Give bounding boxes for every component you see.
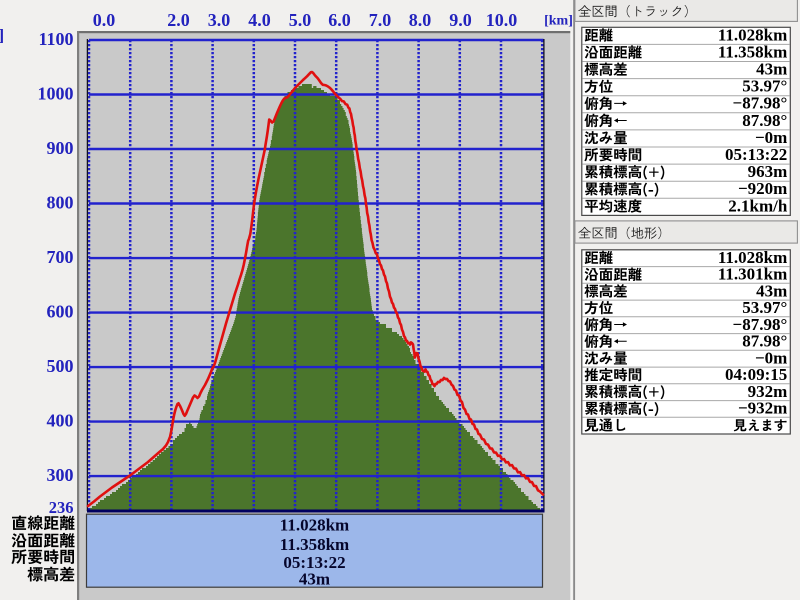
svg-text:1100: 1100 <box>38 29 73 49</box>
svg-text:−0m: −0m <box>755 348 787 367</box>
svg-text:500: 500 <box>47 356 74 376</box>
svg-text:53.97°: 53.97° <box>742 298 787 317</box>
svg-text:7.0: 7.0 <box>369 10 392 30</box>
svg-text:]: ] <box>0 26 4 45</box>
svg-text:−0m: −0m <box>755 128 787 147</box>
svg-text:[km]: [km] <box>544 14 573 29</box>
svg-text:05:13:22: 05:13:22 <box>725 145 787 164</box>
svg-text:53.97°: 53.97° <box>742 77 787 96</box>
svg-text:43m: 43m <box>756 281 787 300</box>
svg-text:04:09:15: 04:09:15 <box>725 365 787 384</box>
svg-text:−920m: −920m <box>738 179 787 198</box>
svg-text:0.0: 0.0 <box>93 10 116 30</box>
svg-text:05:13:22: 05:13:22 <box>283 553 345 572</box>
svg-text:600: 600 <box>47 302 74 322</box>
svg-text:4.0: 4.0 <box>248 10 271 30</box>
svg-text:−932m: −932m <box>738 399 787 418</box>
svg-text:1000: 1000 <box>38 84 74 104</box>
svg-text:963m: 963m <box>748 162 788 181</box>
svg-text:−87.98°: −87.98° <box>733 315 788 334</box>
svg-text:43m: 43m <box>756 60 787 79</box>
svg-text:9.0: 9.0 <box>449 10 472 30</box>
svg-text:8.0: 8.0 <box>409 10 432 30</box>
svg-text:−87.98°: −87.98° <box>733 94 788 113</box>
svg-text:87.98°: 87.98° <box>742 111 787 130</box>
svg-text:2.0: 2.0 <box>167 10 190 30</box>
svg-text:10.0: 10.0 <box>486 10 518 30</box>
svg-text:11.028km: 11.028km <box>718 248 787 267</box>
svg-text:11.301km: 11.301km <box>718 265 787 284</box>
svg-text:6.0: 6.0 <box>328 10 351 30</box>
svg-text:11.358km: 11.358km <box>718 42 787 61</box>
svg-text:400: 400 <box>47 411 74 431</box>
svg-text:2.1km/h: 2.1km/h <box>728 196 788 215</box>
svg-text:900: 900 <box>47 138 74 158</box>
svg-text:3.0: 3.0 <box>208 10 231 30</box>
svg-text:11.358km: 11.358km <box>280 535 349 554</box>
svg-text:87.98°: 87.98° <box>742 332 787 351</box>
svg-text:300: 300 <box>47 465 74 485</box>
svg-text:700: 700 <box>47 247 74 267</box>
svg-text:11.028km: 11.028km <box>280 516 349 535</box>
svg-text:11.028km: 11.028km <box>718 25 787 44</box>
svg-text:43m: 43m <box>299 570 330 589</box>
svg-text:236: 236 <box>49 498 74 517</box>
svg-text:5.0: 5.0 <box>289 10 312 30</box>
svg-text:932m: 932m <box>748 382 788 401</box>
svg-text:800: 800 <box>47 193 74 213</box>
